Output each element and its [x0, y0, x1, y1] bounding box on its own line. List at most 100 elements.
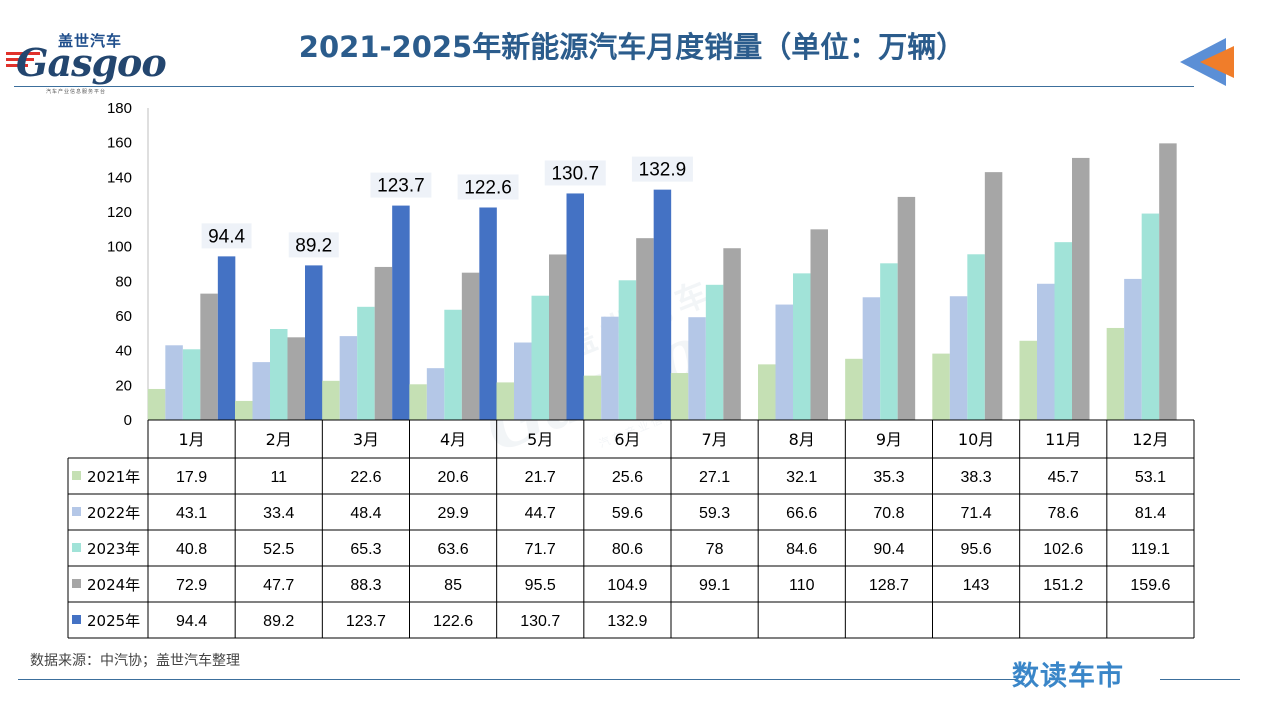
category-label: 4月: [440, 430, 466, 449]
table-cell: 44.7: [525, 505, 556, 522]
table-cell: 72.9: [176, 577, 207, 594]
data-label-box: [631, 156, 693, 182]
table-cell: 81.4: [1135, 505, 1166, 522]
bar: [217, 256, 236, 420]
corner-arrow-icon: [1180, 38, 1234, 86]
y-tick-label: 140: [107, 169, 132, 186]
bar: [636, 238, 654, 420]
brand-mark: 数读车市: [1012, 661, 1124, 692]
series-name: 2022年: [87, 504, 140, 522]
y-axis: 0 20 40 60 80 100 120 140 160 180: [107, 100, 149, 429]
table-cell: 88.3: [350, 577, 381, 594]
series-name: 2021年: [87, 468, 140, 486]
table-cell: 123.7: [346, 613, 386, 630]
bar: [1037, 283, 1055, 420]
table-cell: 22.6: [350, 469, 381, 486]
bar: [566, 193, 584, 420]
bars: [147, 143, 1177, 421]
bar: [793, 273, 811, 420]
bar: [165, 345, 183, 420]
bar: [967, 254, 985, 420]
bar: [409, 384, 427, 420]
table-cell: 122.6: [433, 613, 473, 630]
category-label: 3月: [353, 430, 379, 449]
bar: [601, 316, 619, 420]
category-label: 7月: [701, 430, 727, 449]
category-label: 6月: [614, 430, 640, 449]
bar: [531, 295, 549, 420]
table-cell: 52.5: [263, 541, 294, 558]
table-cell: 71.7: [525, 541, 556, 558]
bottom-divider-right: [1160, 679, 1240, 680]
top-divider: [14, 86, 1194, 87]
bar: [235, 400, 253, 420]
bar: [758, 364, 776, 420]
table-cell: 20.6: [438, 469, 469, 486]
bar: [670, 373, 689, 420]
data-label: 123.7: [377, 176, 425, 197]
table-cell: 85: [444, 577, 462, 594]
source-note: 数据来源：中汽协；盖世汽车整理: [30, 653, 240, 669]
bar: [932, 353, 950, 420]
y-tick-label: 160: [107, 135, 132, 152]
table-cell: 25.6: [612, 469, 643, 486]
table-cell: 102.6: [1043, 541, 1083, 558]
table-cell: 63.6: [438, 541, 469, 558]
table-cell: 38.3: [961, 469, 992, 486]
table-cell: 143: [963, 577, 990, 594]
bar: [949, 296, 968, 420]
legend-swatch: [72, 579, 81, 588]
table-cell: 90.4: [873, 541, 904, 558]
bar: [862, 297, 881, 420]
bar: [357, 306, 375, 420]
bar: [549, 254, 567, 420]
table-cell: 33.4: [263, 505, 294, 522]
bar: [688, 317, 706, 420]
table-cell: 130.7: [520, 613, 560, 630]
table-cell: 47.7: [263, 577, 294, 594]
y-tick-label: 60: [115, 308, 132, 325]
series-name: 2025年: [87, 612, 140, 630]
bar: [322, 380, 340, 420]
bar: [1054, 242, 1072, 420]
table-cell: 119.1: [1131, 541, 1170, 558]
table-cell: 27.1: [699, 469, 730, 486]
table-cell: 104.9: [607, 577, 647, 594]
legend-swatch: [72, 543, 81, 552]
bar: [496, 382, 514, 420]
table-cell: 71.4: [961, 505, 992, 522]
table-cell: 110: [789, 577, 815, 594]
bar: [514, 342, 532, 420]
logo-en-text: Gasgoo: [16, 40, 167, 85]
data-label-box: [288, 232, 339, 258]
logo-stripes: [6, 52, 40, 67]
logo-subtitle: 汽车产业信息服务平台: [46, 89, 107, 95]
bar: [775, 304, 793, 420]
y-tick-label: 20: [115, 377, 132, 394]
y-tick-label: 180: [107, 100, 132, 117]
table-cell: 151.2: [1043, 577, 1083, 594]
bar: [583, 375, 602, 420]
series-name: 2023年: [87, 540, 140, 558]
data-label-box: [544, 160, 606, 186]
bar: [1124, 278, 1142, 420]
bar: [182, 349, 201, 420]
bar: [200, 293, 218, 420]
bar: [653, 189, 672, 420]
category-label: 9月: [876, 430, 902, 449]
y-tick-label: 100: [107, 239, 132, 256]
table-cell: 17.9: [176, 469, 207, 486]
data-label-box: [457, 174, 519, 200]
table-cell: 99.1: [699, 577, 730, 594]
table-cell: 89.2: [263, 613, 294, 630]
table-cell: 159.6: [1130, 577, 1170, 594]
table-cell: 132.9: [607, 613, 647, 630]
bar: [1141, 213, 1160, 420]
y-tick-label: 40: [115, 343, 132, 360]
data-label: 132.9: [639, 160, 687, 181]
page-title: 2021-2025年新能源汽车月度销量（单位：万辆）: [298, 30, 966, 64]
data-label: 122.6: [464, 177, 512, 198]
table-cell: 35.3: [873, 469, 904, 486]
table-cell: 48.4: [350, 505, 381, 522]
